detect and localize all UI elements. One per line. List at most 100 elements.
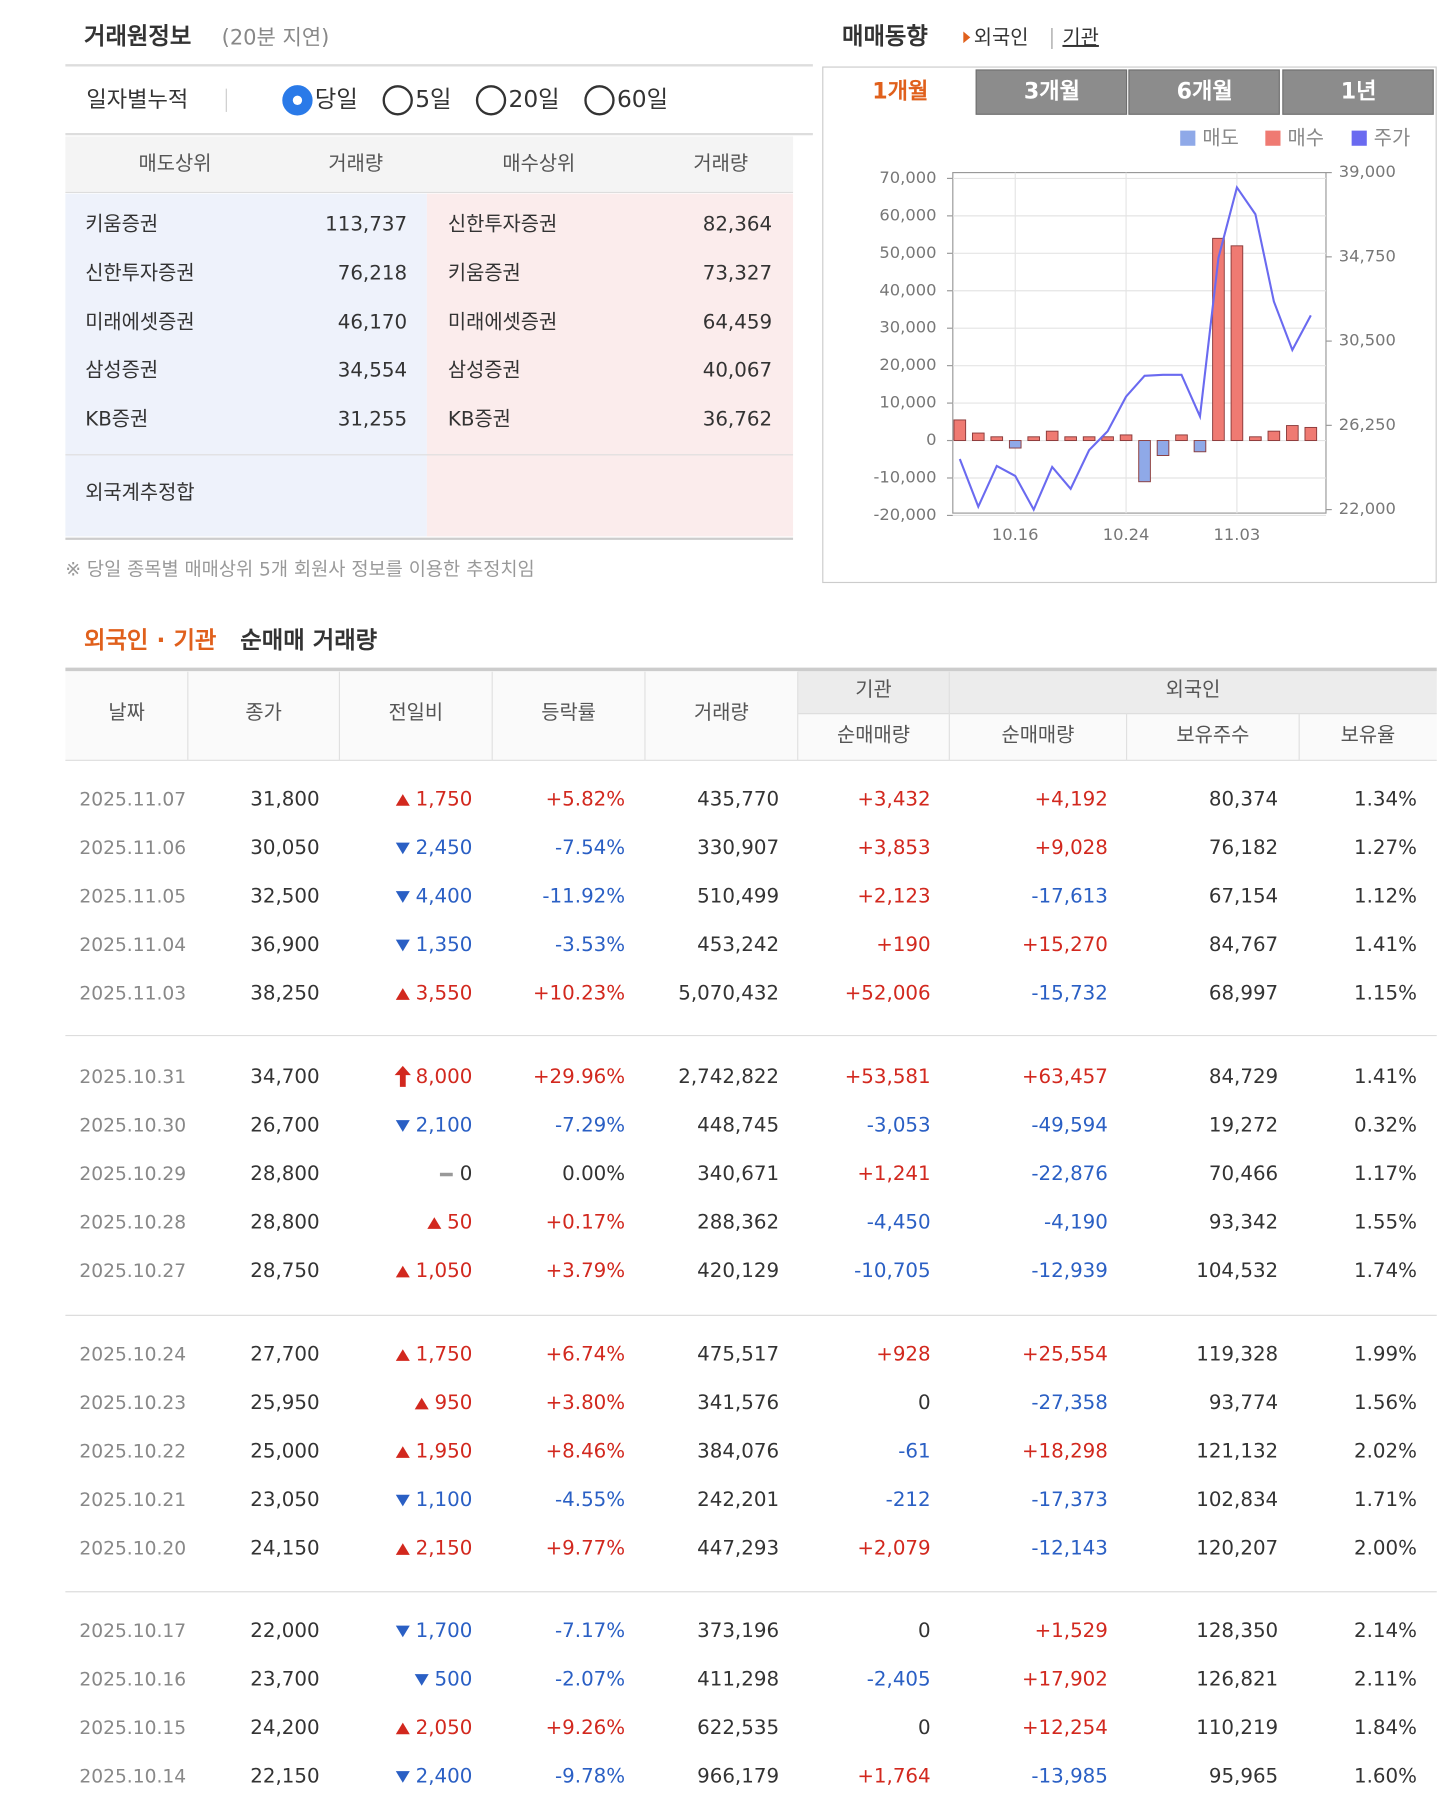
column-header: 날짜: [108, 701, 144, 724]
down-icon: [395, 1120, 410, 1132]
up-icon: [395, 794, 410, 806]
down-icon: [395, 1771, 410, 1783]
change-rate: -4.55%: [555, 1488, 625, 1511]
change-rate: +0.17%: [546, 1211, 626, 1234]
y-tick-label: 20,000: [879, 355, 936, 374]
holding-ratio: 1.71%: [1354, 1488, 1417, 1511]
down-icon: [395, 891, 410, 903]
tab: [975, 69, 1128, 115]
holding-ratio: 2.11%: [1354, 1667, 1417, 1690]
broker-volume: 73,327: [703, 262, 772, 285]
legend-label: 매도: [1202, 126, 1238, 149]
close-price: 27,700: [250, 1343, 319, 1366]
foreign-total-label: 외국계추정합: [85, 481, 194, 504]
bullet: [963, 31, 971, 44]
legend-swatch: [1351, 130, 1367, 146]
institution-net: +3,853: [857, 836, 930, 859]
date: 2025.10.16: [79, 1669, 186, 1690]
up-icon: [395, 1349, 410, 1361]
institution-net: 0: [918, 1716, 931, 1739]
foreign-net: +4,192: [1035, 787, 1108, 810]
y2-tick-label: 26,250: [1339, 415, 1396, 434]
radio[interactable]: [584, 85, 615, 116]
tab: [1282, 69, 1434, 115]
radio-label[interactable]: 20일: [509, 86, 560, 113]
holding-ratio: 1.27%: [1354, 836, 1417, 859]
broker-volume: 46,170: [338, 311, 407, 334]
date: 2025.10.29: [79, 1164, 186, 1185]
close-price: 30,050: [250, 836, 319, 859]
holding-ratio: 1.15%: [1354, 982, 1417, 1005]
filter-link[interactable]: 외국인: [974, 26, 1029, 49]
group-header-bg: [797, 669, 1437, 714]
legend-label: 매수: [1287, 126, 1323, 149]
close-price: 22,000: [250, 1619, 319, 1642]
volume: 242,201: [697, 1488, 779, 1511]
holding-ratio: 1.17%: [1354, 1162, 1417, 1185]
bar: [1249, 436, 1262, 442]
group-header: 기관: [855, 678, 891, 701]
column-header: 보유주수: [1176, 723, 1249, 746]
date: 2025.10.15: [79, 1718, 186, 1739]
close-price: 38,250: [250, 982, 319, 1005]
foreign-net: -17,613: [1031, 884, 1107, 907]
broker-name: KB증권: [448, 407, 511, 430]
foreign-holding: 19,272: [1209, 1114, 1278, 1137]
column-header: 순매매량: [1001, 723, 1074, 746]
change: 1,750: [416, 787, 473, 810]
foreign-holding: 93,342: [1209, 1211, 1278, 1234]
radio[interactable]: [382, 85, 413, 116]
section-title: 거래원정보: [84, 23, 191, 50]
radio-label[interactable]: 60일: [617, 86, 668, 113]
filter-link[interactable]: 기관: [1062, 26, 1098, 49]
radio-label[interactable]: 당일: [315, 86, 358, 113]
y-tick-label: 0: [926, 430, 936, 449]
broker-name: 미래에셋증권: [448, 311, 557, 334]
holding-ratio: 0.32%: [1354, 1114, 1417, 1137]
holding-ratio: 1.99%: [1354, 1343, 1417, 1366]
legend-swatch: [1265, 130, 1281, 146]
y-tick-label: 40,000: [879, 280, 936, 299]
radio-dot: [292, 95, 303, 105]
tab-label[interactable]: 1년: [1341, 79, 1377, 105]
close-price: 26,700: [250, 1114, 319, 1137]
broker-name: 삼성증권: [448, 358, 521, 381]
broker-name: 키움증권: [85, 213, 158, 236]
close-price: 28,750: [250, 1259, 319, 1282]
radio-label[interactable]: 5일: [415, 86, 451, 113]
tab-label[interactable]: 6개월: [1177, 79, 1233, 105]
close-price: 23,700: [250, 1667, 319, 1690]
broker-volume: 34,554: [338, 358, 407, 381]
tab-label[interactable]: 1개월: [872, 79, 928, 105]
change: 3,550: [416, 982, 473, 1005]
broker-volume: 82,364: [703, 213, 772, 236]
delay-note: (20분 지연): [222, 25, 330, 49]
bar: [953, 419, 967, 442]
institution-net: +1,764: [857, 1764, 930, 1787]
down-icon: [414, 1674, 429, 1686]
foreign-holding: 93,774: [1209, 1391, 1278, 1414]
section-title-accent: 외국인 · 기관: [84, 627, 216, 654]
foreign-holding: 95,965: [1209, 1764, 1278, 1787]
y2-tick-label: 30,500: [1339, 331, 1396, 350]
date: 2025.10.22: [79, 1442, 186, 1463]
change-rate: +9.26%: [546, 1716, 626, 1739]
radio[interactable]: [475, 85, 507, 116]
bar: [1082, 436, 1096, 442]
x-tick-label: 10.24: [1103, 525, 1150, 544]
close-price: 28,800: [250, 1162, 319, 1185]
tab-label[interactable]: 3개월: [1024, 79, 1080, 105]
legend-swatch: [1180, 130, 1196, 146]
price-line: [958, 184, 1312, 512]
volume: 475,517: [697, 1343, 779, 1366]
bar: [1267, 430, 1281, 442]
change: 1,750: [416, 1343, 473, 1366]
close-price: 28,800: [250, 1211, 319, 1234]
broker-name: 미래에셋증권: [85, 311, 194, 334]
foreign-holding: 104,532: [1196, 1259, 1278, 1282]
y-tick-label: 60,000: [879, 205, 936, 224]
date: 2025.11.05: [79, 886, 186, 907]
broker-name: 신한투자증권: [448, 213, 557, 236]
bar: [1027, 436, 1041, 442]
